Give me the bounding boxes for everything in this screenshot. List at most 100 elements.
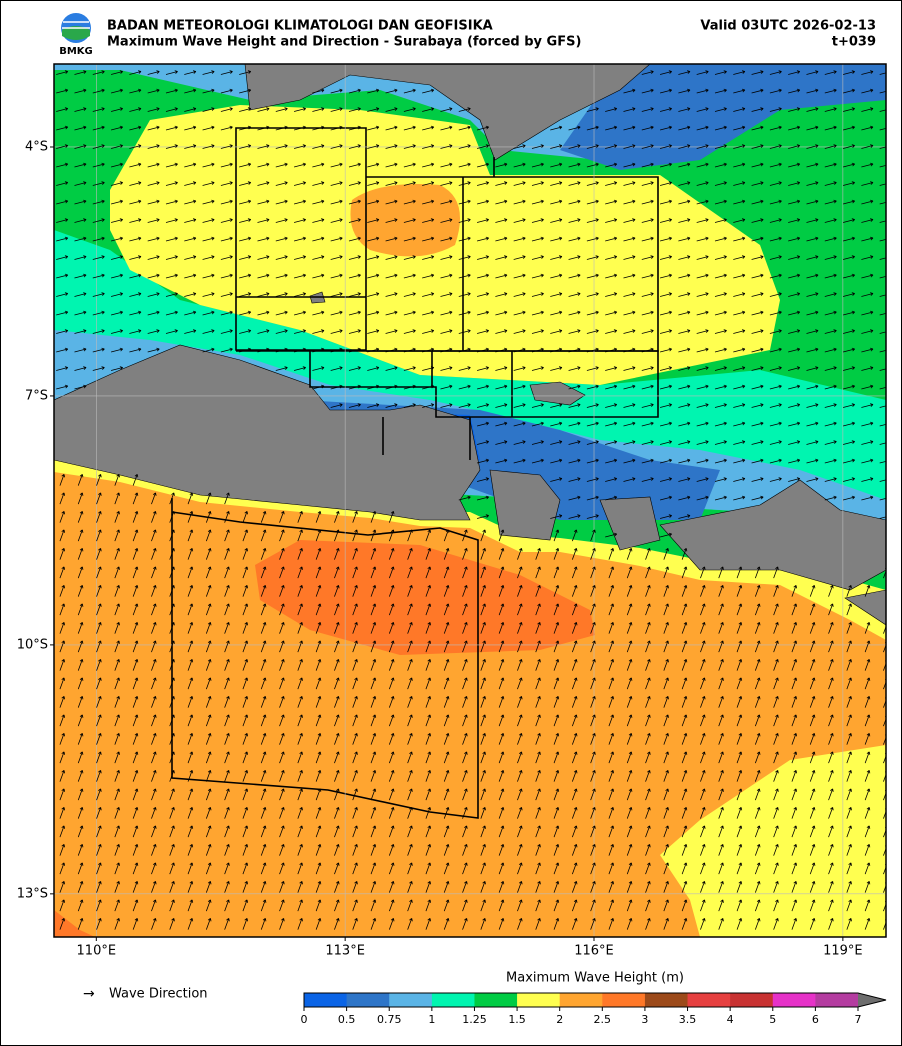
wave-arrow [440,292,453,297]
wave-arrow [385,199,398,205]
wave-arrow [531,218,544,223]
wave-arrow [553,603,560,616]
legend-label: Wave Direction [109,987,208,1002]
wave-arrow [260,899,267,912]
wave-arrow [275,273,288,279]
wave-arrow [806,125,819,131]
wave-arrow [696,329,709,334]
wave-arrow [586,384,599,390]
wave-arrow [571,733,578,745]
wave-arrow [132,862,139,875]
wave-arrow [788,236,801,242]
wave-arrow [846,640,852,653]
wave-arrow [809,714,816,727]
wave-arrow [842,236,855,242]
wave-arrow [806,88,819,94]
wave-arrow [568,514,581,519]
wave-arrow [480,733,486,745]
wave-arrow [348,366,361,371]
wave-arrow [571,659,578,671]
wave-arrow [458,329,471,334]
wave-arrow [297,640,303,653]
wave-arrow [531,273,544,279]
wave-arrow [440,199,453,205]
wave-arrow [59,511,66,523]
wave-arrow [846,825,852,838]
wave-arrow [443,918,450,930]
wave-arrow [586,347,599,353]
wave-arrow [312,88,325,94]
wave-arrow [586,440,599,445]
wave-arrow [74,347,87,353]
wave-arrow [586,199,599,205]
wave-arrow [476,310,489,316]
wave-arrow [202,181,215,186]
wave-arrow [700,622,706,634]
wave-arrow [861,366,874,371]
wave-arrow [388,659,395,671]
wave-arrow [129,125,142,131]
wave-arrow [553,825,560,838]
wave-arrow [352,659,358,671]
wave-arrow [681,862,688,875]
wave-arrow [224,788,230,801]
wave-arrow [202,236,215,242]
wave-arrow [806,347,819,353]
wave-arrow [352,677,358,690]
wave-arrow [275,347,288,353]
wave-arrow [242,862,249,875]
wave-arrow [110,273,123,279]
wave-arrow [791,918,798,930]
wave-arrow [147,88,160,94]
wave-arrow [239,292,252,297]
wave-arrow [114,622,120,634]
wave-arrow [517,659,523,671]
wave-arrow [626,881,633,893]
wave-arrow [663,696,669,708]
wave-arrow [205,677,212,690]
wave-arrow [751,273,764,279]
wave-arrow [495,310,508,316]
wave-arrow [443,770,450,782]
wave-arrow [718,807,724,819]
colorbar-segment [772,993,816,1007]
wave-arrow [367,181,380,186]
wave-arrow [334,548,340,560]
wave-arrow [443,548,450,560]
wave-arrow [114,770,120,782]
wave-arrow [480,714,486,727]
wave-arrow [517,788,523,801]
wave-arrow [842,125,855,131]
wave-arrow [110,70,123,75]
colorbar-label: 4 [727,1013,734,1026]
wave-arrow [498,529,505,542]
wave-arrow [553,862,560,875]
wave-arrow [151,770,157,782]
wave-arrow [550,144,563,149]
wave-arrow [641,236,654,242]
wave-arrow [714,218,727,223]
areas [171,127,659,819]
wave-arrow [132,474,139,486]
wave-arrow [714,162,727,168]
wave-arrow [367,107,380,112]
wave-arrow [169,788,175,801]
wave-arrow [571,566,578,579]
wave-arrow [114,585,120,597]
wave-arrow [92,88,105,94]
wave-arrow [458,495,471,501]
wave-arrow [645,696,651,708]
wave-arrow [147,255,160,260]
wave-arrow [74,125,87,131]
wave-arrow [608,770,615,782]
wave-arrow [736,585,743,597]
wave-arrow [718,566,724,579]
wave-arrow [733,495,746,501]
colorbar-label: 3.5 [679,1013,697,1026]
wave-arrow [641,107,654,112]
wave-arrow [605,181,618,186]
wave-arrow [626,548,633,560]
wave-arrow [623,477,636,482]
wave-arrow [242,659,249,671]
wave-arrow [791,733,798,745]
